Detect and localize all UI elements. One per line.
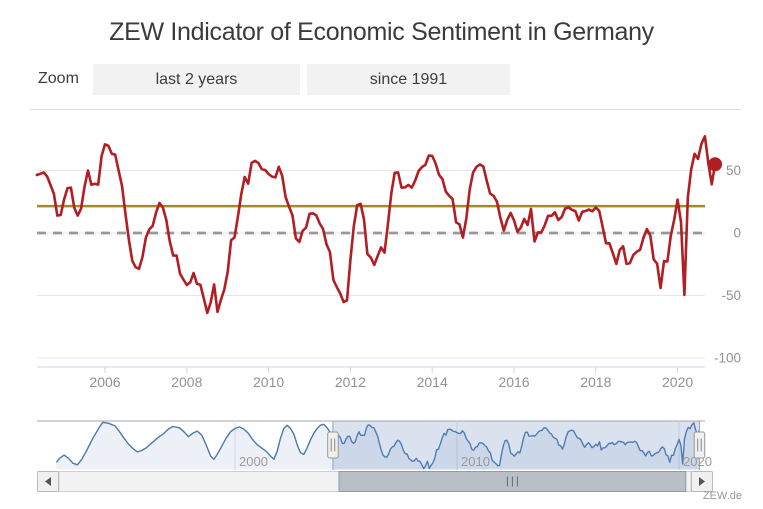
scrollbar	[37, 471, 713, 492]
x-axis-label: 2010	[253, 374, 284, 390]
grid-lines: 50 0 -50 -100	[37, 163, 741, 366]
x-axis-label: 2018	[580, 374, 611, 390]
navigator: 2000 2010 2020	[37, 420, 712, 470]
navigator-selected-mask[interactable]	[332, 421, 700, 470]
series-line[interactable]	[35, 135, 717, 315]
y-axis-label: 0	[733, 226, 741, 241]
x-axis-label: 2014	[417, 374, 448, 390]
zoom-button-since-1991[interactable]: since 1991	[307, 64, 510, 95]
last-point-marker[interactable]	[708, 157, 723, 172]
y-axis-label: -100	[714, 351, 741, 366]
scrollbar-left-button[interactable]	[37, 471, 59, 492]
x-axis-label: 2008	[171, 374, 202, 390]
chart-title: ZEW Indicator of Economic Sentiment in G…	[109, 18, 654, 46]
x-axis-label: 2020	[662, 374, 693, 390]
zoom-label: Zoom	[38, 70, 79, 87]
navigator-series-line	[55, 421, 701, 470]
y-axis-label: -50	[721, 288, 741, 303]
zoom-button-last-2-years[interactable]: last 2 years	[93, 64, 300, 95]
scrollbar-thumb[interactable]	[338, 471, 687, 492]
x-axis-label: 2012	[335, 374, 366, 390]
y-axis-label: 50	[726, 163, 741, 178]
navigator-axis-label: 2020	[683, 454, 712, 469]
navigator-area	[56, 422, 700, 470]
scrollbar-left-arrow-icon	[45, 477, 51, 486]
scrollbar-right-button[interactable]	[691, 471, 713, 492]
navigator-axis-label: 2000	[239, 454, 268, 469]
navigator-axis-label: 2010	[461, 454, 490, 469]
main-series	[35, 135, 723, 315]
credits-link[interactable]: ZEW.de	[702, 490, 742, 502]
axes: 2006 2008 2010 2012 2014 2016 2018 2020	[37, 366, 705, 390]
reference-lines	[37, 204, 705, 235]
navigator-handle-right[interactable]	[693, 431, 706, 459]
scrollbar-right-arrow-icon	[699, 477, 705, 486]
x-axis-label: 2016	[498, 374, 529, 390]
header-divider	[30, 109, 741, 110]
x-axis-label: 2006	[89, 374, 120, 390]
navigator-handle-left[interactable]	[327, 431, 339, 459]
